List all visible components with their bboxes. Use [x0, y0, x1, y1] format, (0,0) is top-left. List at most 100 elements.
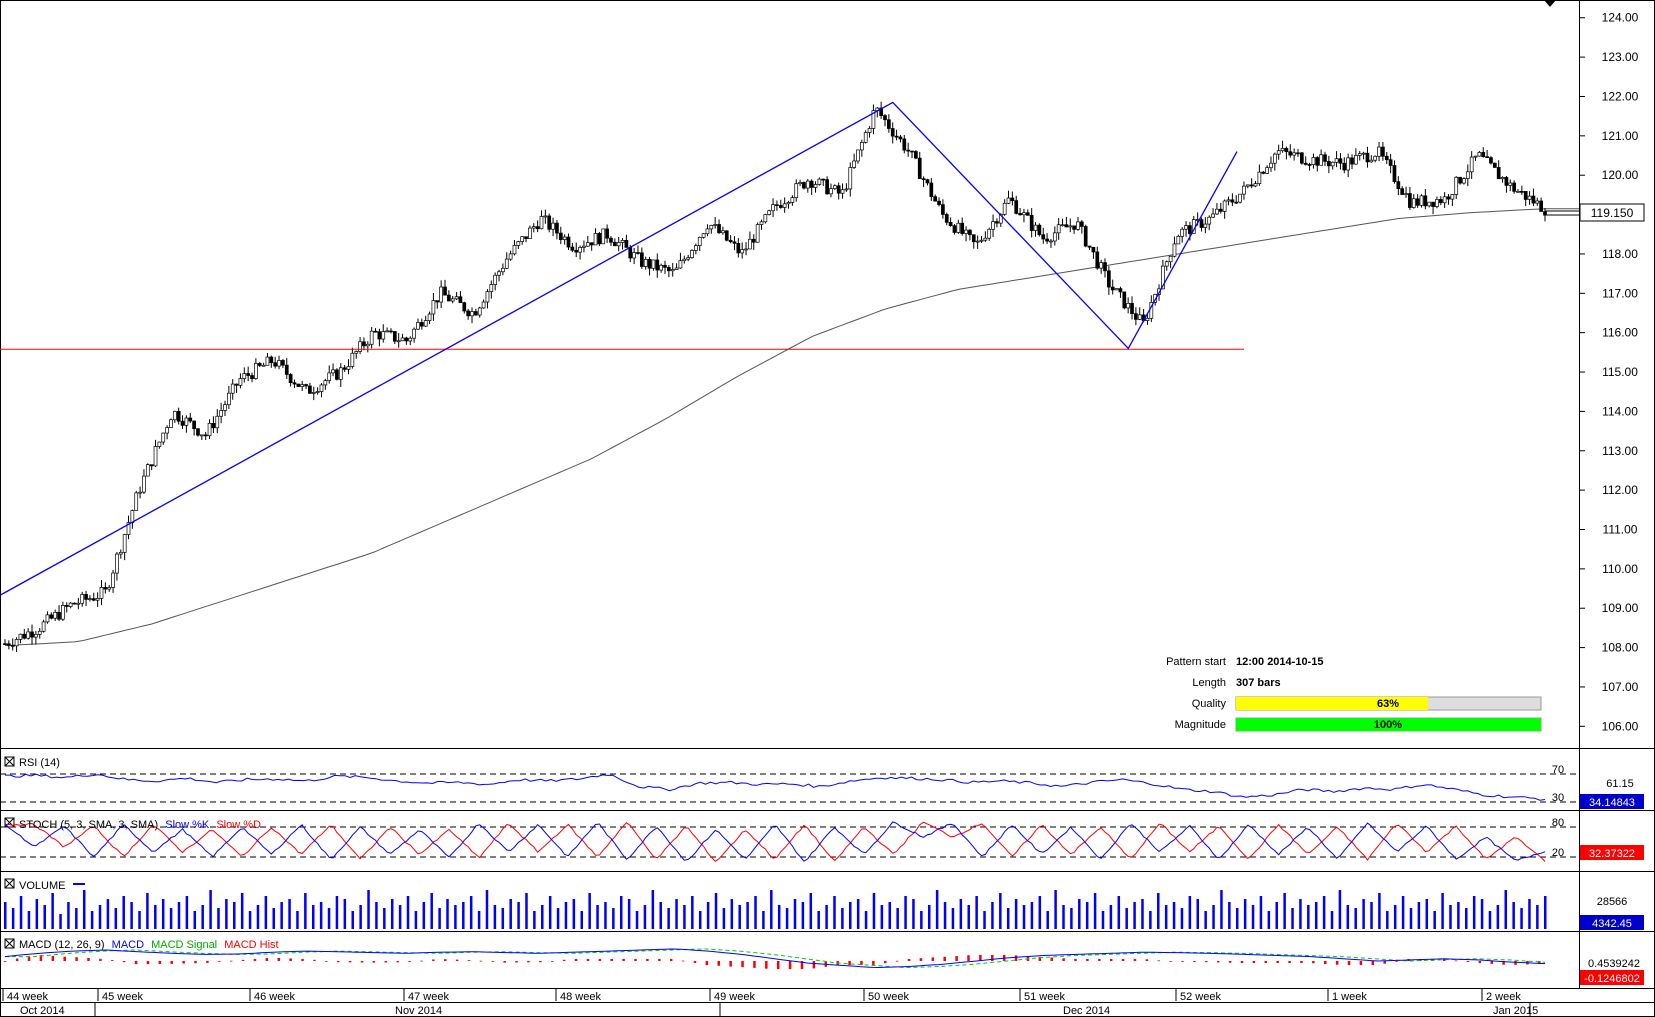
- candle: [1454, 176, 1459, 199]
- volume-bar: [154, 905, 157, 929]
- candle: [350, 347, 355, 369]
- candle: [524, 236, 528, 243]
- macd-hist-bar: [1181, 961, 1184, 962]
- candle: [408, 336, 413, 346]
- candle: [620, 237, 625, 250]
- rsi-value-box: [1580, 794, 1644, 809]
- candle: [61, 601, 65, 622]
- macd-hist-bar: [979, 954, 982, 961]
- magnitude-bar-fill: [1236, 718, 1541, 731]
- candle: [188, 412, 193, 424]
- volume-bar: [193, 911, 197, 929]
- candle: [921, 176, 926, 188]
- volume-bar: [1259, 896, 1263, 929]
- scroll-marker-icon[interactable]: [1544, 0, 1556, 7]
- volume-bar: [1528, 899, 1531, 929]
- volume-bar: [327, 908, 331, 929]
- macd-value: -0.1246802: [1584, 973, 1640, 985]
- candle: [713, 216, 718, 229]
- candle: [1492, 162, 1497, 168]
- candle: [481, 299, 486, 309]
- macd-hist-bar: [515, 961, 518, 963]
- candle: [697, 236, 702, 252]
- volume-bar: [1283, 893, 1286, 929]
- candle: [609, 236, 613, 246]
- candle: [1504, 175, 1509, 193]
- price-tick-label: 109.00: [1602, 601, 1639, 615]
- candle: [196, 428, 200, 437]
- volume-bar: [777, 905, 781, 929]
- volume-bar: [233, 902, 236, 929]
- volume-bar: [1251, 905, 1255, 929]
- candle: [1462, 177, 1466, 185]
- candle: [852, 153, 856, 169]
- candle: [647, 256, 652, 276]
- macd-hist-bar: [1359, 961, 1363, 966]
- candle: [76, 597, 81, 610]
- volume-bar: [1378, 893, 1381, 929]
- candle: [1458, 176, 1462, 185]
- volume-bar: [1038, 896, 1042, 929]
- volume-bar: [288, 899, 291, 929]
- candle: [906, 142, 911, 157]
- candle: [423, 315, 428, 327]
- rsi-tick: 61.15: [1606, 778, 1634, 790]
- candle: [859, 139, 864, 157]
- candle: [1095, 246, 1100, 270]
- candle: [365, 341, 370, 353]
- candle: [184, 415, 189, 433]
- candle: [964, 226, 968, 242]
- candle: [250, 372, 254, 383]
- candle: [84, 590, 88, 606]
- candle: [929, 178, 934, 201]
- volume-bar: [864, 911, 868, 929]
- candle: [937, 197, 941, 207]
- candle: [1126, 297, 1131, 314]
- volume-bar: [1188, 896, 1192, 929]
- candle: [358, 336, 362, 355]
- candle: [890, 122, 895, 144]
- candle: [169, 418, 173, 428]
- candle: [1527, 191, 1532, 205]
- volume-bar: [406, 896, 410, 929]
- volume-bar: [1330, 911, 1334, 929]
- candle: [643, 256, 648, 270]
- pattern-quality-value: 63%: [1377, 698, 1399, 710]
- candle: [1392, 160, 1397, 184]
- candle: [1377, 141, 1381, 162]
- candle: [570, 242, 575, 253]
- candle: [832, 184, 837, 191]
- candle: [1373, 155, 1378, 163]
- candle: [234, 383, 239, 393]
- macd-hist-label: MACD Hist: [224, 939, 278, 951]
- candle: [1072, 225, 1076, 234]
- candle: [829, 183, 833, 198]
- macd-hist-bar: [551, 961, 554, 962]
- candle: [265, 352, 270, 366]
- candle: [578, 245, 582, 260]
- candle: [1354, 148, 1358, 165]
- candle: [1419, 194, 1424, 208]
- volume-bar: [833, 896, 836, 929]
- candle: [1091, 246, 1096, 259]
- candle: [161, 432, 166, 445]
- volume-bar: [959, 899, 963, 929]
- candle: [1114, 288, 1119, 291]
- volume-bar: [975, 896, 978, 929]
- macd-hist-bar: [907, 958, 911, 961]
- candle: [1107, 266, 1111, 295]
- macd-hist-bar: [336, 961, 340, 963]
- candle: [601, 228, 606, 245]
- candle: [485, 289, 490, 309]
- volume-bar: [1322, 896, 1326, 929]
- candle: [825, 176, 829, 195]
- macd-hist-bar: [527, 961, 530, 963]
- candle: [396, 333, 401, 348]
- candle: [887, 114, 891, 133]
- volume-bar: [1536, 905, 1539, 929]
- macd-hist-bar: [1074, 958, 1077, 961]
- candle: [1346, 153, 1351, 177]
- macd-hist-bar: [895, 960, 899, 962]
- volume-bar: [201, 905, 204, 929]
- candle: [327, 365, 332, 384]
